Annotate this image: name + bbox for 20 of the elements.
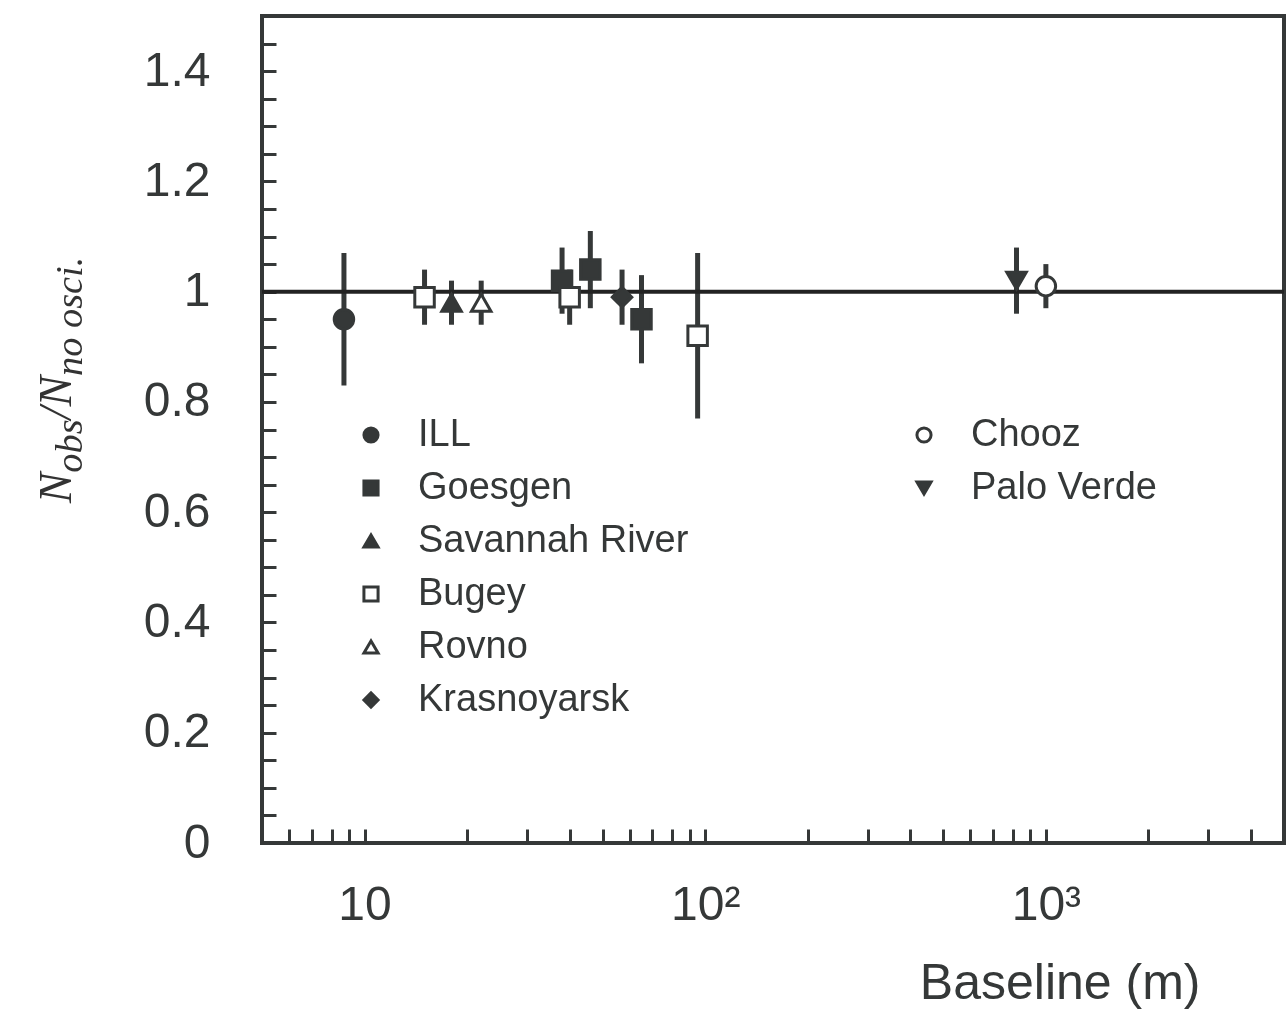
y-tick-label: 0 xyxy=(183,814,211,868)
x-tick-label: 10³ xyxy=(1011,876,1082,930)
y-tick-label: 1.4 xyxy=(143,42,211,96)
y-tick-label: 1 xyxy=(183,263,211,317)
legend-label: Goesgen xyxy=(418,465,573,507)
legend-label: Krasnoyarsk xyxy=(418,677,631,719)
legend-label: Chooz xyxy=(971,412,1081,454)
x-axis-title: Baseline (m) xyxy=(919,953,1201,1010)
y-tick-label: 0.4 xyxy=(143,593,211,647)
legend-label: Bugey xyxy=(418,571,526,613)
legend-label: Rovno xyxy=(418,624,528,666)
legend-label: Palo Verde xyxy=(971,465,1157,507)
legend-label: ILL xyxy=(418,412,471,454)
x-tick-label: 10² xyxy=(671,876,741,930)
y-tick-label: 1.2 xyxy=(143,152,211,206)
y-tick-label: 0.2 xyxy=(143,704,211,758)
y-tick-label: 0.8 xyxy=(143,373,211,427)
x-tick-label: 10 xyxy=(338,876,392,930)
legend-label: Savannah River xyxy=(418,518,689,560)
y-tick-label: 0.6 xyxy=(143,483,211,537)
